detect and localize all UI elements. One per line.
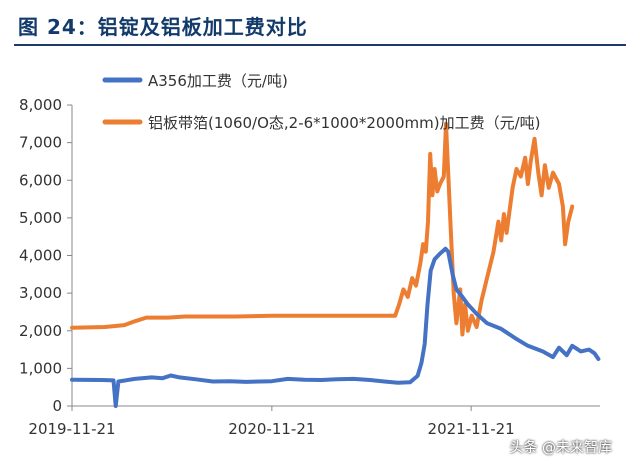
series-layer	[70, 121, 601, 408]
y-tick-label: 7,000	[19, 134, 62, 152]
y-tick-label: 8,000	[19, 96, 62, 114]
chart-title: 图 24：铝锭及铝板加工费对比	[18, 15, 308, 39]
legend-label-2: 铝板带箔(1060/O态,2-6*1000*2000mm)加工费（元/吨)	[148, 114, 540, 132]
watermark: 头条 @未来智库	[509, 440, 612, 456]
legend: A356加工费（元/吨) 铝板带箔(1060/O态,2-6*1000*2000mm…	[102, 72, 540, 132]
x-tick-label: 2021-11-21	[428, 420, 515, 438]
series-line-2	[70, 121, 575, 337]
x-axis: 2019-11-21 2020-11-21 2021-11-21	[28, 405, 600, 438]
legend-label-1: A356加工费（元/吨)	[148, 72, 288, 90]
y-axis: 0 1,000 2,000 3,000 4,000 5,000 6,000 7,000 8,00…	[19, 96, 73, 415]
series-line-1	[70, 246, 601, 408]
y-tick-label: 4,000	[19, 247, 62, 265]
x-tick-label: 2019-11-21	[28, 420, 115, 438]
y-tick-label: 5,000	[19, 209, 62, 227]
y-tick-label: 3,000	[19, 284, 62, 302]
y-tick-label: 0	[52, 397, 62, 415]
y-tick-label: 2,000	[19, 322, 62, 340]
title-rule	[14, 44, 626, 46]
x-tick-label: 2020-11-21	[228, 420, 315, 438]
y-tick-label: 6,000	[19, 171, 62, 189]
y-tick-label: 1,000	[19, 359, 62, 377]
